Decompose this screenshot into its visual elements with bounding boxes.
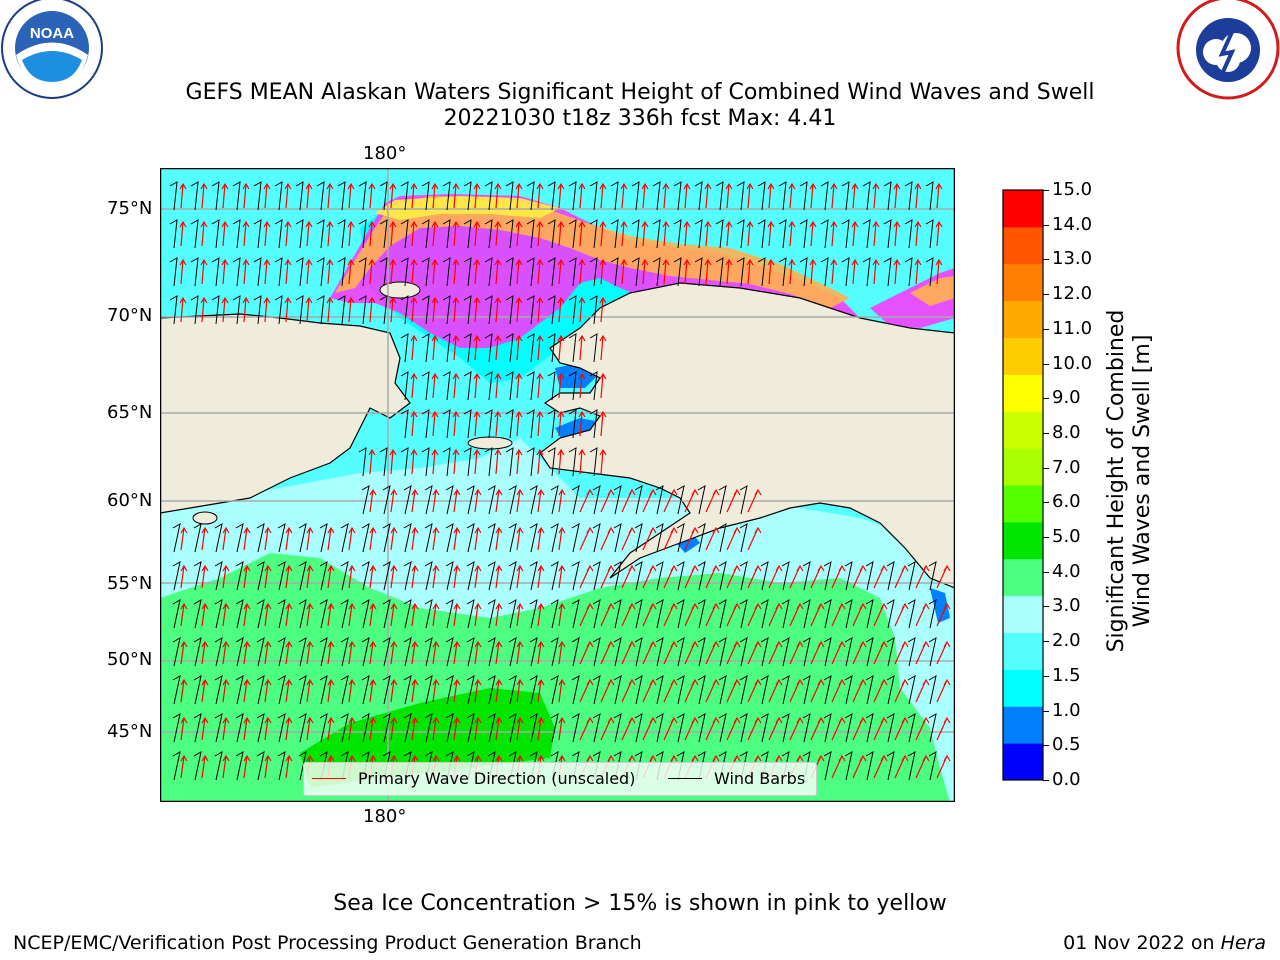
colorbar-tick-label: 5.0 (1052, 526, 1081, 547)
colorbar-segment (1003, 633, 1043, 670)
colorbar-segment (1003, 485, 1043, 522)
colorbar-tick-label: 1.0 (1052, 700, 1081, 721)
colorbar-segment (1003, 411, 1043, 448)
wave-height-map (160, 168, 955, 802)
lat-label-65: 65°N (107, 402, 152, 423)
colorbar-tick-mark (1043, 676, 1049, 677)
colorbar-tick-mark (1043, 294, 1049, 295)
map-subtitle: 20221030 t18z 336h fcst Max: 4.41 (0, 106, 1280, 132)
st-lawrence-island (468, 437, 512, 449)
legend-wave-label: Primary Wave Direction (unscaled) (358, 769, 635, 788)
lat-label-75: 75°N (107, 198, 152, 219)
colorbar-tick-mark (1043, 259, 1049, 260)
lon-label-bottom: 180° (363, 806, 406, 827)
colorbar-tick-label: 15.0 (1052, 179, 1092, 200)
colorbar-title-line1: Significant Height of Combined (1104, 271, 1130, 691)
colorbar-tick-mark (1043, 780, 1049, 781)
colorbar-segment (1003, 559, 1043, 596)
colorbar-tick-mark (1043, 641, 1049, 642)
lat-label-45: 45°N (107, 721, 152, 742)
colorbar-tick-label: 0.5 (1052, 734, 1081, 755)
colorbar-tick-mark (1043, 711, 1049, 712)
lat-label-70: 70°N (107, 305, 152, 326)
colorbar-tick-mark (1043, 502, 1049, 503)
noaa-logo-text: NOAA (30, 25, 74, 42)
wind-barb-swatch (668, 778, 702, 779)
colorbar-tick-mark (1043, 468, 1049, 469)
wave-arrow-swatch (312, 778, 346, 779)
colorbar-tick-label: 4.0 (1052, 561, 1081, 582)
colorbar-segment (1003, 190, 1043, 227)
map-legend: Primary Wave Direction (unscaled) Wind B… (303, 762, 817, 796)
map-title: GEFS MEAN Alaskan Waters Significant Hei… (0, 80, 1280, 106)
colorbar-tick-mark (1043, 745, 1049, 746)
colorbar-segment (1003, 301, 1043, 338)
colorbar-tick-mark (1043, 364, 1049, 365)
colorbar-tick-label: 3.0 (1052, 595, 1081, 616)
colorbar-segment (1003, 522, 1043, 559)
colorbar-tick-label: 14.0 (1052, 214, 1092, 235)
colorbar-tick-mark (1043, 433, 1049, 434)
colorbar-tick-mark (1043, 572, 1049, 573)
legend-item-wave-direction: Primary Wave Direction (unscaled) (312, 769, 635, 788)
colorbar-segment (1003, 669, 1043, 706)
colorbar (1002, 188, 1044, 782)
colorbar-segment (1003, 743, 1043, 780)
colorbar-segment (1003, 706, 1043, 743)
lat-label-60: 60°N (107, 490, 152, 511)
colorbar-tick-label: 12.0 (1052, 283, 1092, 304)
colorbar-tick-mark (1043, 190, 1049, 191)
colorbar-tick-mark (1043, 225, 1049, 226)
colorbar-segment (1003, 227, 1043, 264)
lon-label-top: 180° (363, 143, 406, 164)
colorbar-tick-label: 2.0 (1052, 630, 1081, 651)
colorbar-tick-label: 6.0 (1052, 491, 1081, 512)
lat-label-50: 50°N (107, 649, 152, 670)
footer-branch: NCEP/EMC/Verification Post Processing Pr… (13, 932, 642, 954)
footer-date-text: 01 Nov 2022 on (1063, 932, 1220, 954)
colorbar-segment (1003, 338, 1043, 375)
colorbar-segment (1003, 264, 1043, 301)
wrangel-island (380, 282, 420, 298)
colorbar-tick-mark (1043, 329, 1049, 330)
colorbar-tick-label: 0.0 (1052, 769, 1081, 790)
colorbar-segment (1003, 374, 1043, 411)
colorbar-tick-label: 9.0 (1052, 387, 1081, 408)
colorbar-tick-mark (1043, 537, 1049, 538)
colorbar-tick-mark (1043, 398, 1049, 399)
sea-ice-note: Sea Ice Concentration > 15% is shown in … (0, 891, 1280, 916)
colorbar-tick-mark (1043, 606, 1049, 607)
colorbar-title-line2: Wind Waves and Swell [m] (1130, 271, 1156, 691)
colorbar-title: Significant Height of Combined Wind Wave… (1104, 271, 1156, 691)
legend-item-wind-barbs: Wind Barbs (668, 769, 805, 788)
footer-machine: Hera (1221, 932, 1266, 954)
colorbar-tick-label: 1.5 (1052, 665, 1081, 686)
lat-label-55: 55°N (107, 573, 152, 594)
legend-barb-label: Wind Barbs (714, 769, 805, 788)
colorbar-tick-label: 10.0 (1052, 353, 1092, 374)
colorbar-tick-label: 13.0 (1052, 248, 1092, 269)
colorbar-tick-label: 11.0 (1052, 318, 1092, 339)
colorbar-tick-label: 7.0 (1052, 457, 1081, 478)
colorbar-segment (1003, 448, 1043, 485)
colorbar-tick-label: 8.0 (1052, 422, 1081, 443)
footer-date: 01 Nov 2022 on Hera (1063, 932, 1266, 954)
colorbar-segment (1003, 596, 1043, 633)
